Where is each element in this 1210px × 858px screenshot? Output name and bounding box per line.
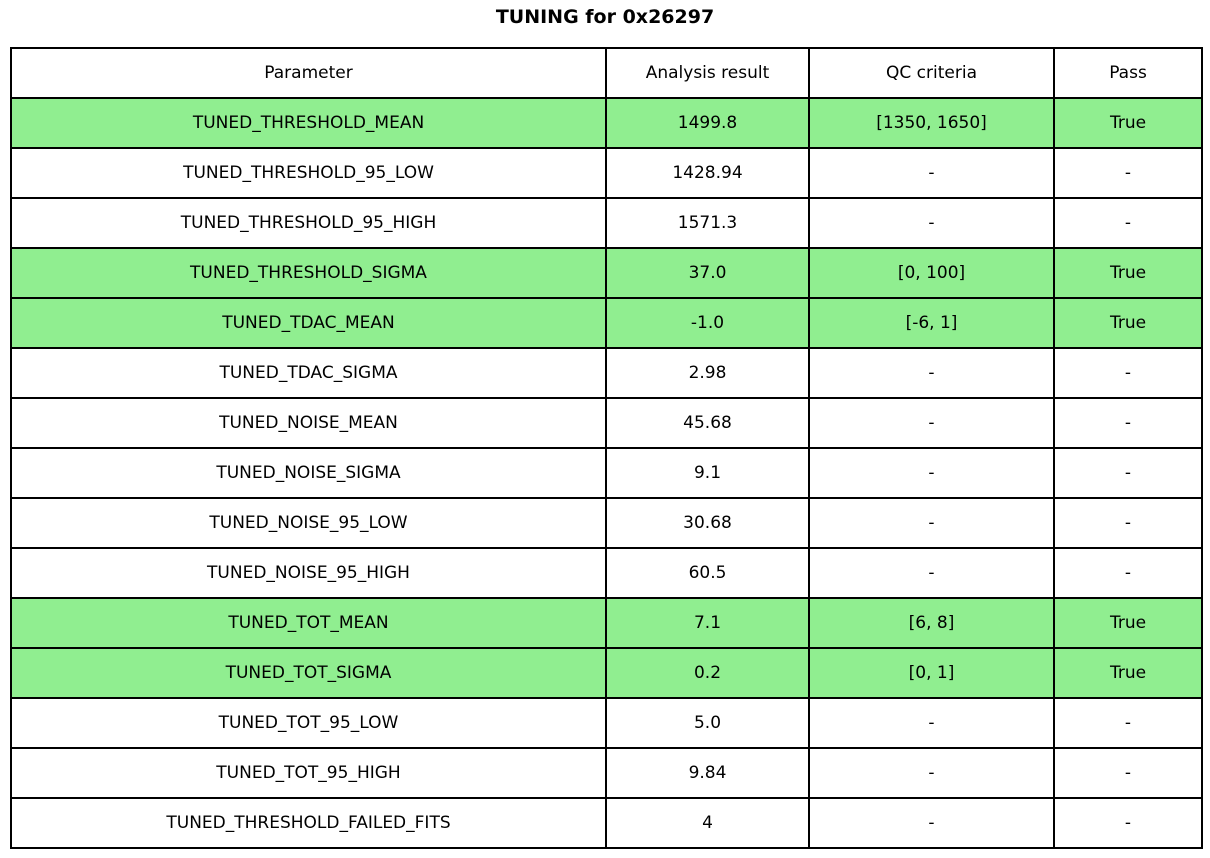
pass-cell: -: [1053, 397, 1203, 449]
table-row: TUNED_THRESHOLD_95_LOW 1428.94 - -: [10, 147, 1203, 199]
table-row: TUNED_NOISE_95_HIGH 60.5 - -: [10, 547, 1203, 599]
qc-criteria-cell: -: [808, 797, 1055, 849]
pass-cell: True: [1053, 597, 1203, 649]
qc-criteria-cell: [1350, 1650]: [808, 97, 1055, 149]
analysis-result-cell: 9.1: [605, 447, 810, 499]
analysis-result-cell: 30.68: [605, 497, 810, 549]
analysis-result-cell: -1.0: [605, 297, 810, 349]
table-row: TUNED_TDAC_MEAN -1.0 [-6, 1] True: [10, 297, 1203, 349]
table-row: TUNED_THRESHOLD_FAILED_FITS 4 - -: [10, 797, 1203, 849]
column-header-parameter: Parameter: [10, 47, 607, 99]
parameter-cell: TUNED_THRESHOLD_95_HIGH: [10, 197, 607, 249]
qc-criteria-cell: -: [808, 497, 1055, 549]
parameter-cell: TUNED_TOT_SIGMA: [10, 647, 607, 699]
qc-criteria-cell: -: [808, 747, 1055, 799]
pass-cell: -: [1053, 447, 1203, 499]
pass-cell: -: [1053, 147, 1203, 199]
qc-criteria-cell: -: [808, 197, 1055, 249]
parameter-cell: TUNED_TOT_95_LOW: [10, 697, 607, 749]
analysis-result-cell: 37.0: [605, 247, 810, 299]
parameter-cell: TUNED_THRESHOLD_FAILED_FITS: [10, 797, 607, 849]
parameter-cell: TUNED_NOISE_MEAN: [10, 397, 607, 449]
table-row: TUNED_TDAC_SIGMA 2.98 - -: [10, 347, 1203, 399]
pass-cell: -: [1053, 547, 1203, 599]
table-row: TUNED_TOT_MEAN 7.1 [6, 8] True: [10, 597, 1203, 649]
parameter-cell: TUNED_TDAC_SIGMA: [10, 347, 607, 399]
table-row: TUNED_NOISE_MEAN 45.68 - -: [10, 397, 1203, 449]
pass-cell: -: [1053, 197, 1203, 249]
pass-cell: True: [1053, 97, 1203, 149]
table-row: TUNED_THRESHOLD_MEAN 1499.8 [1350, 1650]…: [10, 97, 1203, 149]
parameter-cell: TUNED_THRESHOLD_SIGMA: [10, 247, 607, 299]
parameter-cell: TUNED_TDAC_MEAN: [10, 297, 607, 349]
table-row: TUNED_THRESHOLD_95_HIGH 1571.3 - -: [10, 197, 1203, 249]
column-header-pass: Pass: [1053, 47, 1203, 99]
parameter-cell: TUNED_THRESHOLD_MEAN: [10, 97, 607, 149]
tuning-qc-table: Parameter Analysis result QC criteria Pa…: [10, 47, 1203, 849]
pass-cell: True: [1053, 297, 1203, 349]
pass-cell: True: [1053, 247, 1203, 299]
pass-cell: -: [1053, 747, 1203, 799]
qc-criteria-cell: -: [808, 147, 1055, 199]
analysis-result-cell: 5.0: [605, 697, 810, 749]
table-row: TUNED_TOT_95_LOW 5.0 - -: [10, 697, 1203, 749]
parameter-cell: TUNED_NOISE_SIGMA: [10, 447, 607, 499]
pass-cell: -: [1053, 697, 1203, 749]
parameter-cell: TUNED_NOISE_95_LOW: [10, 497, 607, 549]
table-row: TUNED_THRESHOLD_SIGMA 37.0 [0, 100] True: [10, 247, 1203, 299]
parameter-cell: TUNED_THRESHOLD_95_LOW: [10, 147, 607, 199]
analysis-result-cell: 1499.8: [605, 97, 810, 149]
analysis-result-cell: 45.68: [605, 397, 810, 449]
table-row: TUNED_TOT_95_HIGH 9.84 - -: [10, 747, 1203, 799]
pass-cell: -: [1053, 347, 1203, 399]
qc-criteria-cell: [0, 100]: [808, 247, 1055, 299]
header-row: Parameter Analysis result QC criteria Pa…: [10, 47, 1203, 99]
qc-criteria-cell: [6, 8]: [808, 597, 1055, 649]
table-row: TUNED_TOT_SIGMA 0.2 [0, 1] True: [10, 647, 1203, 699]
analysis-result-cell: 7.1: [605, 597, 810, 649]
parameter-cell: TUNED_NOISE_95_HIGH: [10, 547, 607, 599]
pass-cell: -: [1053, 497, 1203, 549]
analysis-result-cell: 1571.3: [605, 197, 810, 249]
analysis-result-cell: 4: [605, 797, 810, 849]
analysis-result-cell: 2.98: [605, 347, 810, 399]
column-header-analysis-result: Analysis result: [605, 47, 810, 99]
parameter-cell: TUNED_TOT_95_HIGH: [10, 747, 607, 799]
qc-criteria-cell: -: [808, 447, 1055, 499]
qc-criteria-cell: -: [808, 347, 1055, 399]
qc-criteria-cell: -: [808, 397, 1055, 449]
parameter-cell: TUNED_TOT_MEAN: [10, 597, 607, 649]
qc-criteria-cell: -: [808, 697, 1055, 749]
analysis-result-cell: 0.2: [605, 647, 810, 699]
analysis-result-cell: 9.84: [605, 747, 810, 799]
pass-cell: -: [1053, 797, 1203, 849]
figure-title: TUNING for 0x26297: [495, 6, 715, 28]
qc-criteria-cell: [-6, 1]: [808, 297, 1055, 349]
table-row: TUNED_NOISE_95_LOW 30.68 - -: [10, 497, 1203, 549]
column-header-qc-criteria: QC criteria: [808, 47, 1055, 99]
qc-criteria-cell: -: [808, 547, 1055, 599]
analysis-result-cell: 1428.94: [605, 147, 810, 199]
analysis-result-cell: 60.5: [605, 547, 810, 599]
pass-cell: True: [1053, 647, 1203, 699]
qc-criteria-cell: [0, 1]: [808, 647, 1055, 699]
table-row: TUNED_NOISE_SIGMA 9.1 - -: [10, 447, 1203, 499]
